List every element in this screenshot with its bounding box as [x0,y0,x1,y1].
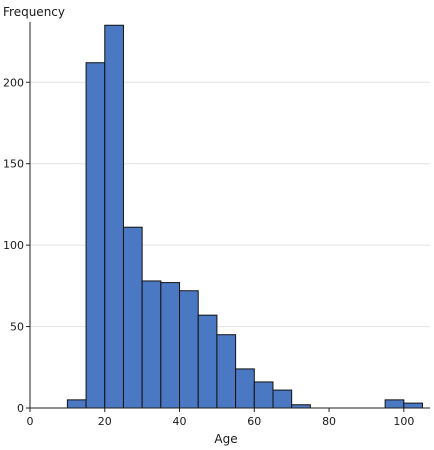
bars [66,24,424,409]
bar-10-15 [66,399,87,409]
x-tick-label-60: 60 [247,415,261,428]
bar-35-40 [160,282,181,409]
bar-20-25 [104,24,124,409]
bar-60-65 [253,381,274,409]
y-axis-title: Frequency [3,5,65,19]
bar-40-45 [179,290,199,409]
bar-50-55 [216,334,237,409]
y-tick-label-150: 150 [3,158,24,171]
x-tick-label-80: 80 [322,415,336,428]
y-tick-label-100: 100 [3,239,24,252]
bar-15-20 [85,62,106,409]
x-tick-label-20: 20 [98,415,112,428]
bar-45-50 [197,314,218,409]
y-tick-label-50: 50 [10,321,24,334]
y-tick-label-200: 200 [3,76,24,89]
bar-55-60 [235,368,255,409]
bar-30-35 [141,280,162,409]
bar-25-30 [122,226,143,409]
bar-100-105 [403,402,424,409]
bar-95-100 [384,399,405,409]
y-tick-label-0: 0 [17,402,24,415]
x-tick-label-0: 0 [27,415,34,428]
axes: 0 50 100 150 200 0 20 40 60 80 100 [3,22,430,428]
x-axis-title: Age [214,432,237,446]
x-tick-label-40: 40 [173,415,187,428]
bar-65-70 [272,389,293,409]
x-tick-label-100: 100 [393,415,414,428]
